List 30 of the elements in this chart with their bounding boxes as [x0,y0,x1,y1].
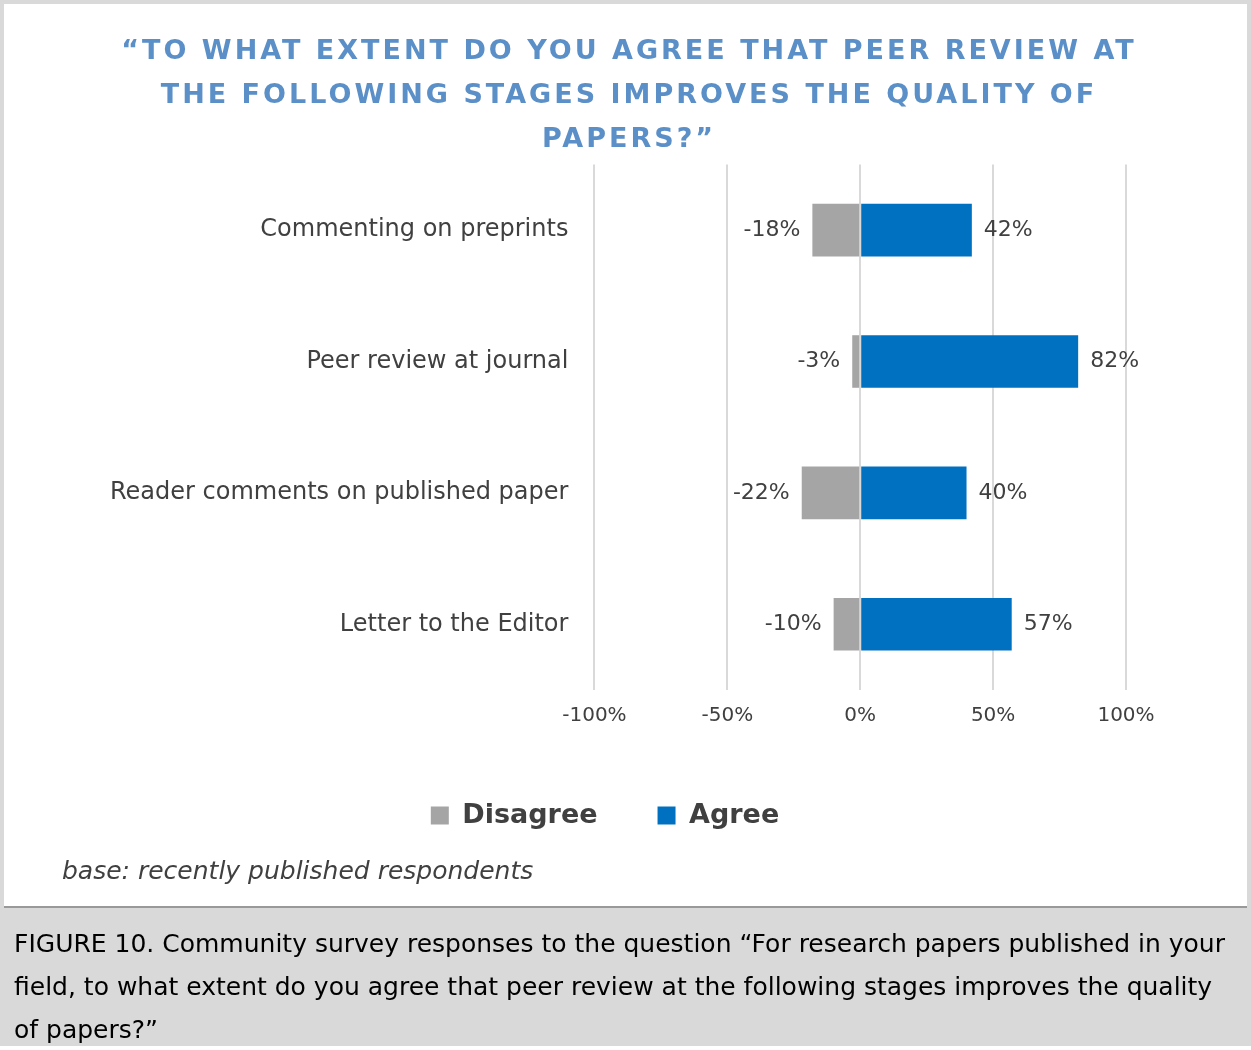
y-tick-label: Commenting on preprints [260,214,569,243]
bar [861,466,967,520]
bar [852,335,860,388]
data-label: 82% [1090,347,1140,373]
data-label: -10% [764,610,822,636]
x-tick-label: 50% [970,702,1016,727]
caption: FIGURE 10. Community survey responses to the question “For research papers published in your field, to what extent do you agree that peer review at the following stages improves the quality of papers?” [4,906,1247,1046]
data-label: 57% [1023,610,1073,636]
bar [812,203,860,257]
x-tick-label: -100% [562,702,627,727]
data-label: -22% [732,478,790,504]
y-tick-label: Peer review at journal [306,345,569,374]
text: base: recently published respondents [62,856,534,885]
x-tick-label: -50% [701,702,754,727]
bar [861,598,1012,651]
legend-label: Disagree [462,797,598,829]
data-label: -18% [743,215,801,241]
bar [861,203,972,257]
legend-label: Agree [689,797,780,829]
chart-title: “TO WHAT EXTENT DO YOU AGREE THAT PEER REVIEW AT THE FOLLOWING STAGES IMPROVES THE QUALITY OF PAPERS?” [120,33,1138,155]
y-tick-label: Reader comments on published paper [109,477,569,506]
x-tick-label: 100% [1097,702,1155,727]
data-label: 42% [983,215,1033,241]
bar [861,335,1079,388]
data-label: -3% [797,347,841,373]
y-tick-label: Letter to the Editor [339,608,569,637]
x-tick-label: 0% [844,702,877,727]
data-label: 40% [978,478,1028,504]
bar [833,598,860,651]
bar [801,466,860,520]
